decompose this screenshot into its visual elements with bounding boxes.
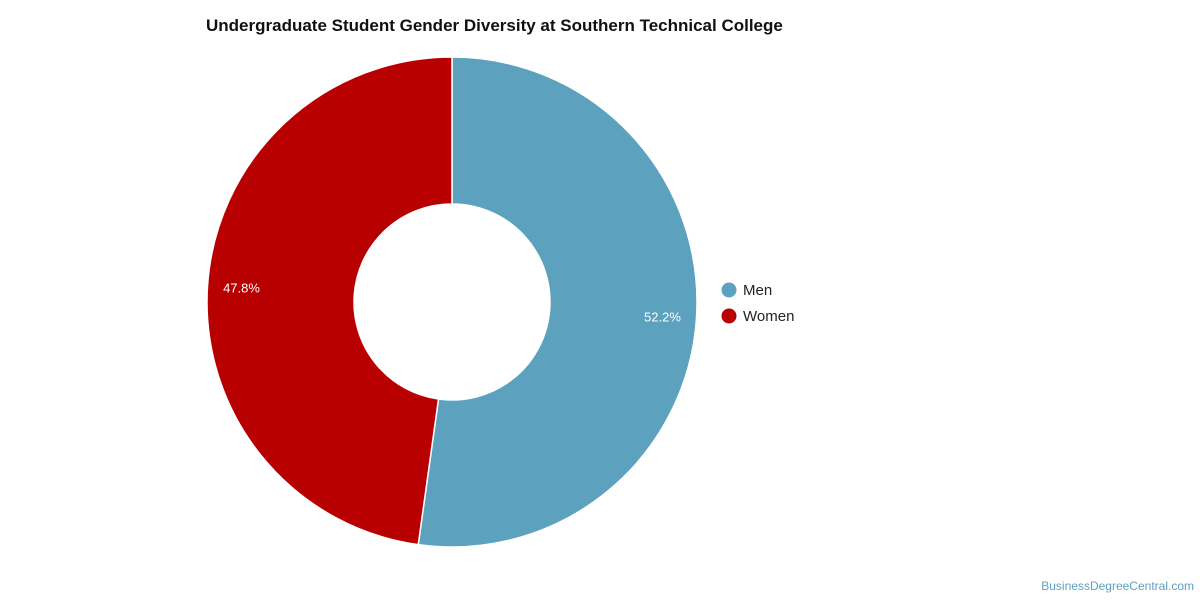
slice-label-women: 47.8% (223, 280, 260, 295)
legend-entry-women[interactable]: Women (743, 308, 794, 325)
slice-men[interactable] (417, 56, 698, 548)
legend-marker-men (721, 282, 737, 298)
slice-labels: 52.2% 47.8% (223, 280, 681, 324)
chart-legend: Men Women (721, 282, 794, 325)
source-watermark[interactable]: BusinessDegreeCentral.com (1041, 579, 1194, 593)
slice-women[interactable] (206, 56, 453, 546)
chart-title: Undergraduate Student Gender Diversity a… (206, 16, 783, 35)
donut-slices (206, 56, 698, 548)
legend-marker-women (721, 308, 737, 324)
legend-entry-men[interactable]: Men (743, 282, 772, 299)
slice-label-men: 52.2% (644, 310, 681, 325)
